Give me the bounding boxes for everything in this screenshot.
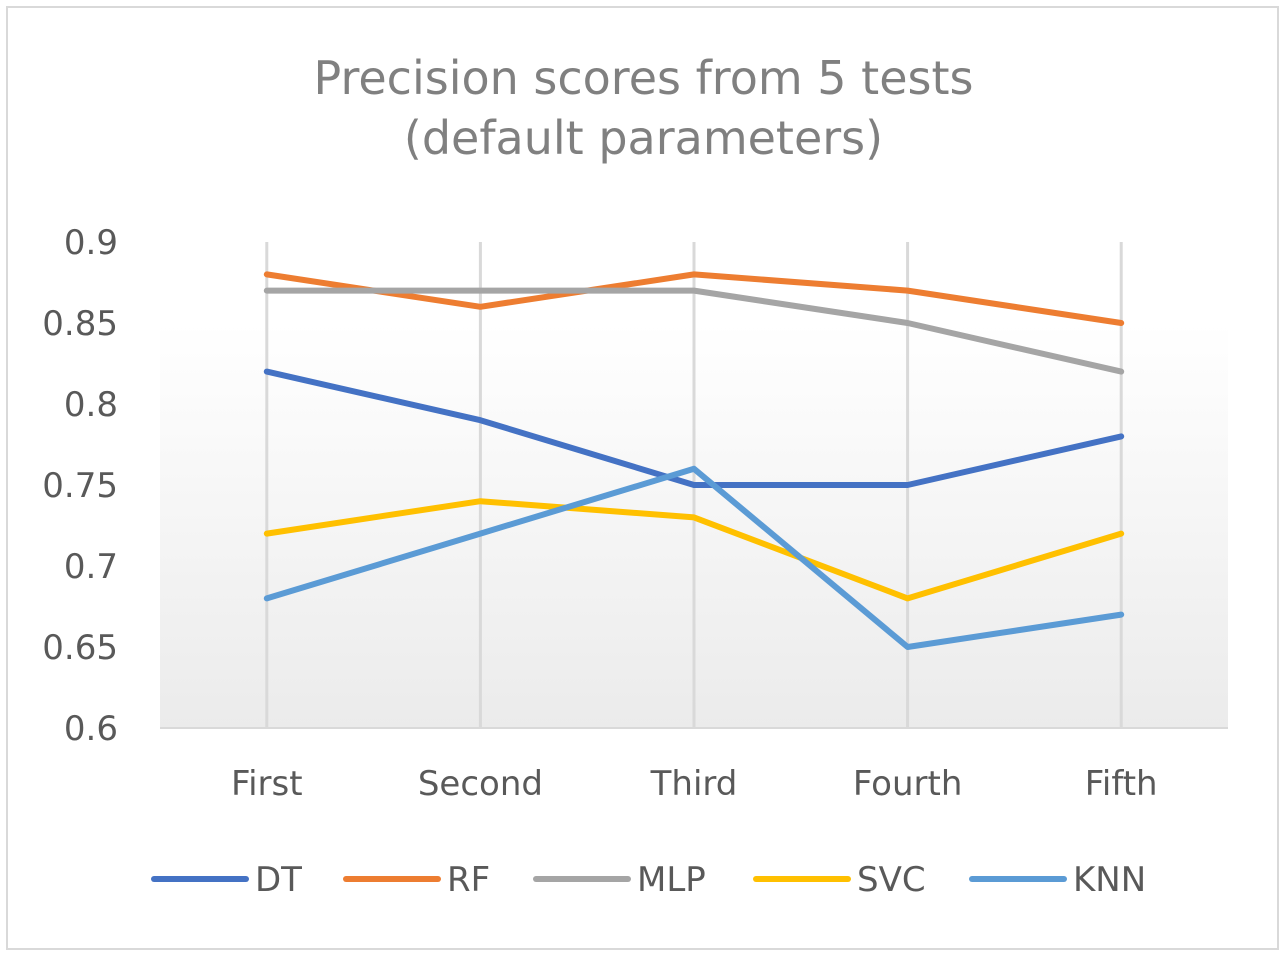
series-lines [263, 271, 1125, 650]
y-tick-label: 0.85 [42, 304, 118, 344]
legend-label-dt: DT [255, 860, 302, 900]
y-tick-label: 0.9 [64, 223, 118, 263]
series-line-mlp [263, 287, 1125, 375]
chart-title-line-1: Precision scores from 5 tests [313, 51, 974, 105]
series-line-svc [263, 498, 1125, 602]
series-line-dt [263, 368, 1125, 488]
series-line-knn [263, 465, 1125, 650]
series-line-rf [263, 271, 1125, 326]
chart-title: Precision scores from 5 tests (default p… [0, 48, 1287, 168]
x-tick-label: Fifth [1085, 764, 1158, 804]
y-tick-label: 0.8 [64, 385, 118, 425]
legend-label-svc: SVC [857, 860, 926, 900]
y-tick-label: 0.6 [64, 709, 118, 749]
y-tick-label: 0.65 [42, 628, 118, 668]
y-tick-label: 0.7 [64, 547, 118, 587]
x-tick-label: Fourth [853, 764, 963, 804]
x-tick-label: First [231, 764, 303, 804]
legend-label-mlp: MLP [637, 860, 706, 900]
legend: DT RF MLP SVC KNN [151, 860, 1146, 900]
chart-title-line-2: (default parameters) [403, 111, 884, 165]
y-tick-label: 0.75 [42, 466, 118, 506]
axes: 0.6 0.65 0.7 0.75 0.8 0.85 0.9 First Second Third… [42, 223, 1228, 804]
legend-label-rf: RF [447, 860, 490, 900]
x-tick-label: Second [418, 764, 543, 804]
x-tick-label: Third [650, 764, 738, 804]
legend-label-knn: KNN [1073, 860, 1146, 900]
